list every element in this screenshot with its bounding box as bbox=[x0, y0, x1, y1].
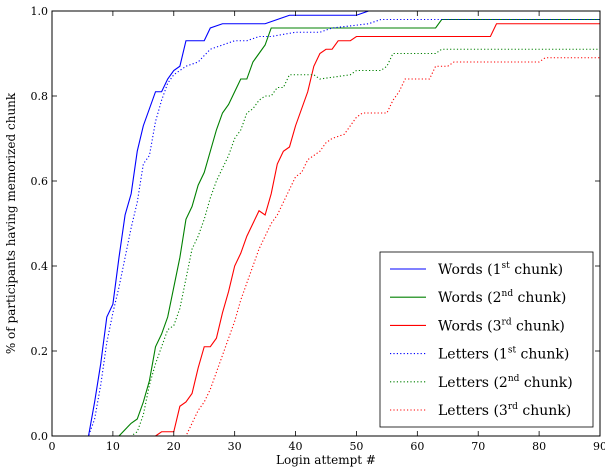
legend-label-tail: chunk) bbox=[518, 403, 571, 419]
legend-entry-2: Words (2nd chunk) bbox=[438, 289, 566, 306]
series-line-3 bbox=[52, 23, 600, 436]
legend-label-sup: rd bbox=[508, 402, 518, 412]
legend-entry-1: Words (1st chunk) bbox=[438, 261, 563, 278]
legend-label-sup: nd bbox=[502, 289, 514, 299]
series-layer bbox=[52, 11, 600, 436]
x-tick-label: 60 bbox=[410, 440, 424, 453]
series-line-2 bbox=[52, 18, 600, 436]
series-line-4 bbox=[52, 18, 600, 436]
legend-label-sup: st bbox=[508, 346, 517, 356]
legend-label-base: Words (2 bbox=[438, 290, 502, 306]
series-line-1 bbox=[52, 11, 600, 436]
legend-label-base: Words (3 bbox=[438, 318, 502, 334]
legend-entry-4: Letters (1st chunk) bbox=[438, 346, 569, 363]
y-tick-label: 0.4 bbox=[31, 260, 49, 273]
legend-box bbox=[379, 251, 594, 428]
legend-label-sup: rd bbox=[502, 317, 512, 327]
x-tick-label: 40 bbox=[289, 440, 303, 453]
legend-label-base: Letters (2 bbox=[438, 375, 508, 391]
y-tick-label: 1.0 bbox=[31, 5, 49, 18]
plot-frame bbox=[51, 10, 601, 437]
x-tick-label: 90 bbox=[593, 440, 605, 453]
ticks-layer: 0 10 20 30 40 50 60 70 80 90 0.0 0.2 0.4 0.6 0.8 1.0 bbox=[31, 5, 605, 453]
legend-label-base: Letters (3 bbox=[438, 403, 508, 419]
legend-label-tail: chunk) bbox=[512, 318, 565, 334]
legend: Words (1st chunk)Words (2nd chunk)Words … bbox=[379, 251, 594, 428]
legend-label-sup: nd bbox=[508, 374, 520, 384]
y-tick-label: 0.2 bbox=[31, 345, 49, 358]
legend-label-tail: chunk) bbox=[519, 375, 572, 391]
legend-label-tail: chunk) bbox=[516, 347, 569, 363]
legend-entry-5: Letters (2nd chunk) bbox=[438, 374, 573, 391]
x-tick-label: 30 bbox=[228, 440, 242, 453]
y-tick-label: 0.0 bbox=[31, 430, 49, 443]
x-tick-label: 70 bbox=[471, 440, 485, 453]
x-tick-label: 0 bbox=[49, 440, 56, 453]
legend-label-sup: st bbox=[502, 261, 511, 271]
x-tick-label: 20 bbox=[167, 440, 181, 453]
legend-label-tail: chunk) bbox=[513, 290, 566, 306]
legend-label-tail: chunk) bbox=[510, 262, 563, 278]
x-tick-label: 80 bbox=[532, 440, 546, 453]
legend-label-base: Words (1 bbox=[438, 262, 502, 278]
y-axis-label: % of participants having memorized chunk bbox=[4, 92, 18, 354]
legend-entry-6: Letters (3rd chunk) bbox=[438, 402, 571, 419]
legend-label-base: Letters (1 bbox=[438, 347, 508, 363]
legend-entry-3: Words (3rd chunk) bbox=[438, 317, 565, 334]
x-tick-label: 10 bbox=[106, 440, 120, 453]
y-tick-label: 0.6 bbox=[31, 175, 49, 188]
x-tick-label: 50 bbox=[349, 440, 363, 453]
y-tick-label: 0.8 bbox=[31, 90, 49, 103]
x-axis-label: Login attempt # bbox=[276, 453, 376, 467]
